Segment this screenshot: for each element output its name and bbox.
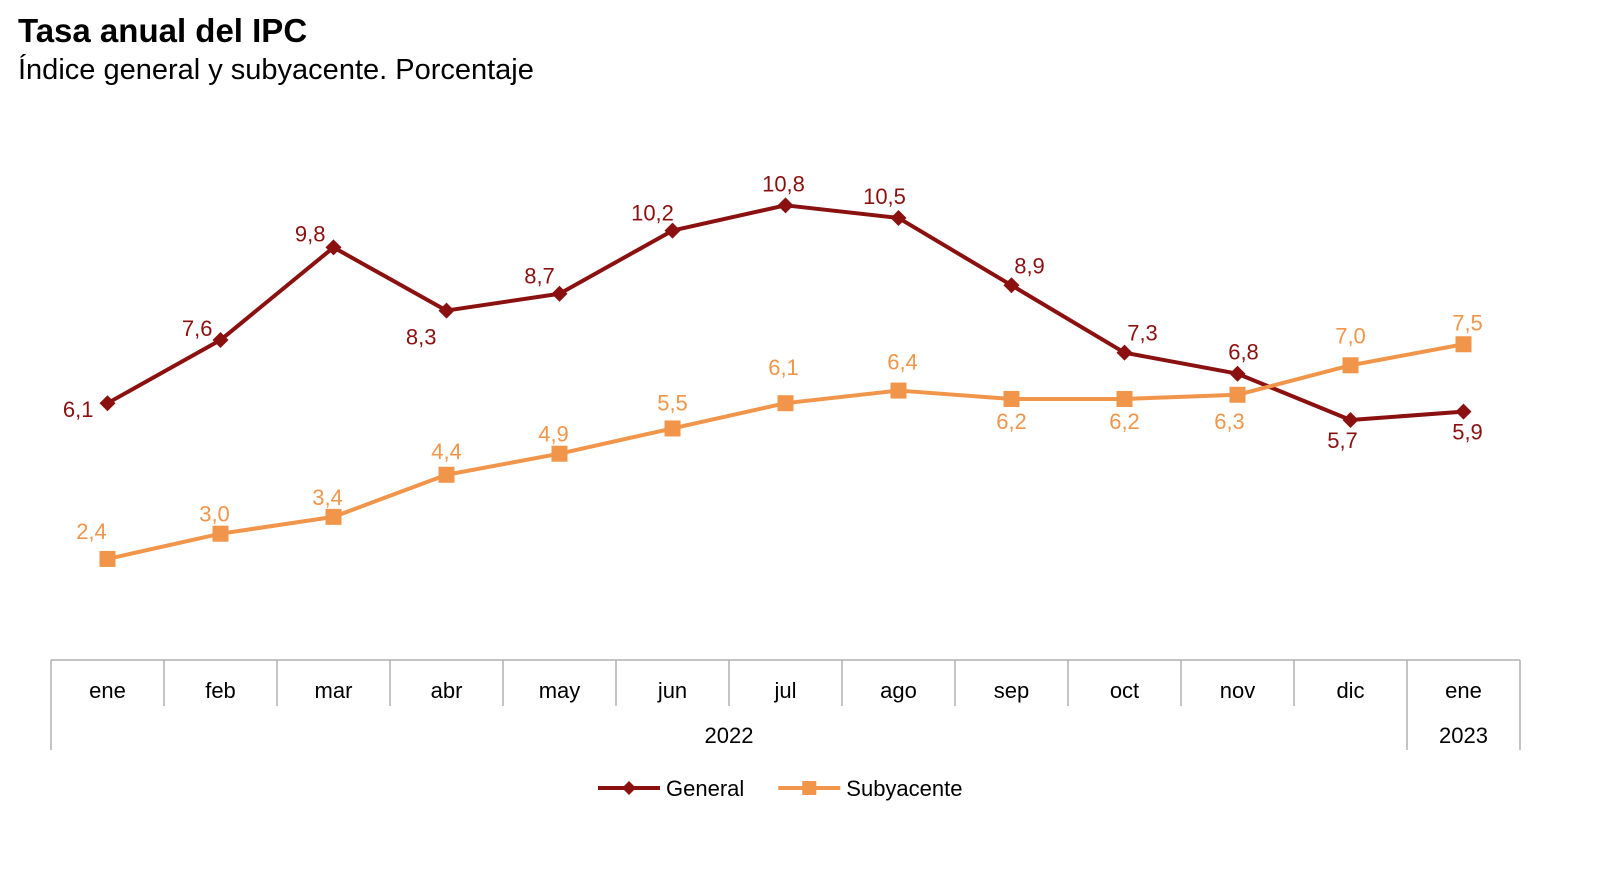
data-point-subyacente bbox=[777, 395, 794, 412]
data-point-general bbox=[1003, 277, 1020, 294]
data-point-subyacente bbox=[1455, 336, 1472, 353]
data-label: 6,8 bbox=[1228, 340, 1259, 365]
legend-label: Subyacente bbox=[846, 776, 962, 801]
data-label: 10,5 bbox=[863, 184, 906, 209]
data-point-subyacente bbox=[1229, 386, 1246, 403]
data-point-subyacente bbox=[664, 420, 681, 437]
x-tick-label: mar bbox=[315, 678, 353, 703]
data-label: 8,7 bbox=[524, 264, 555, 289]
data-label: 9,8 bbox=[295, 221, 326, 246]
data-label: 10,2 bbox=[631, 201, 674, 226]
data-point-subyacente bbox=[1116, 390, 1133, 407]
data-label: 3,4 bbox=[312, 485, 343, 510]
data-point-subyacente bbox=[325, 508, 342, 525]
data-point-general bbox=[551, 285, 568, 302]
data-point-subyacente bbox=[551, 445, 568, 462]
x-tick-label: oct bbox=[1110, 678, 1139, 703]
x-tick-label: sep bbox=[994, 678, 1029, 703]
x-tick-label: ago bbox=[880, 678, 917, 703]
data-point-general bbox=[212, 332, 229, 349]
data-label: 4,9 bbox=[538, 422, 569, 447]
data-point-subyacente bbox=[212, 525, 229, 542]
data-point-general bbox=[1455, 403, 1472, 420]
data-label: 6,1 bbox=[768, 355, 799, 380]
x-tick-label: jun bbox=[657, 678, 687, 703]
data-label: 6,1 bbox=[63, 397, 94, 422]
x-tick-label: ene bbox=[1445, 678, 1482, 703]
year-label: 2023 bbox=[1439, 723, 1488, 748]
data-label: 5,7 bbox=[1327, 428, 1358, 453]
data-label: 6,2 bbox=[1109, 409, 1140, 434]
legend-marker-diamond bbox=[622, 781, 636, 795]
legend-label: General bbox=[666, 776, 744, 801]
data-point-general bbox=[1229, 365, 1246, 382]
chart-title: Tasa anual del IPC bbox=[18, 12, 308, 49]
data-point-general bbox=[99, 395, 116, 412]
data-point-subyacente bbox=[438, 466, 455, 483]
data-label: 5,9 bbox=[1452, 420, 1483, 445]
year-label: 2022 bbox=[705, 723, 754, 748]
data-point-general bbox=[1342, 412, 1359, 429]
x-tick-label: dic bbox=[1336, 678, 1364, 703]
data-point-general bbox=[777, 197, 794, 214]
x-tick-label: may bbox=[539, 678, 581, 703]
data-point-general bbox=[325, 239, 342, 256]
data-point-general bbox=[1116, 344, 1133, 361]
data-label: 2,4 bbox=[76, 519, 107, 544]
data-point-general bbox=[890, 209, 907, 226]
data-label: 5,5 bbox=[657, 390, 688, 415]
data-label: 8,9 bbox=[1014, 253, 1045, 278]
x-tick-label: abr bbox=[431, 678, 463, 703]
x-tick-label: feb bbox=[205, 678, 236, 703]
data-label: 6,4 bbox=[887, 350, 918, 375]
data-label: 3,0 bbox=[199, 502, 230, 527]
chart-subtitle: Índice general y subyacente. Porcentaje bbox=[18, 54, 534, 86]
data-point-subyacente bbox=[1342, 357, 1359, 374]
data-point-subyacente bbox=[99, 550, 116, 567]
data-label: 4,4 bbox=[431, 439, 462, 464]
legend-marker-square bbox=[802, 781, 817, 795]
data-point-general bbox=[438, 302, 455, 319]
data-label: 7,3 bbox=[1127, 321, 1158, 346]
data-label: 7,0 bbox=[1335, 323, 1366, 348]
data-label: 6,3 bbox=[1214, 409, 1245, 434]
data-point-subyacente bbox=[890, 382, 907, 399]
data-point-general bbox=[664, 222, 681, 239]
data-label: 10,8 bbox=[762, 171, 805, 196]
data-label: 8,3 bbox=[406, 325, 437, 350]
data-label: 7,5 bbox=[1452, 310, 1483, 335]
data-label: 7,6 bbox=[182, 316, 213, 341]
data-point-subyacente bbox=[1003, 390, 1020, 407]
data-label: 6,2 bbox=[996, 409, 1027, 434]
x-tick-label: ene bbox=[89, 678, 126, 703]
x-tick-label: jul bbox=[773, 678, 796, 703]
x-tick-label: nov bbox=[1220, 678, 1255, 703]
